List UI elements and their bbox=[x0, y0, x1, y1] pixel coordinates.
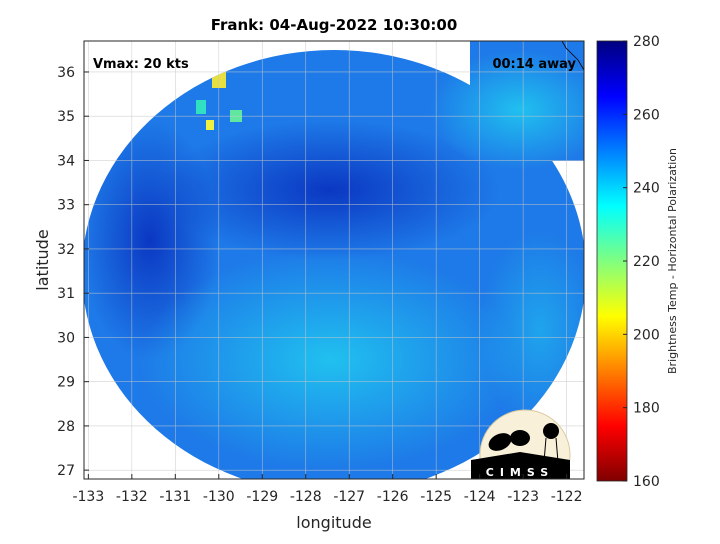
x-axis-label: longitude bbox=[296, 513, 371, 532]
colorbar-tick-label: 240 bbox=[633, 181, 660, 197]
y-tick-label: 30 bbox=[57, 330, 75, 346]
y-tick-label: 27 bbox=[57, 463, 75, 479]
colorbar-label: Brightness Temp - Horizontal Polarizatio… bbox=[666, 148, 679, 374]
x-tick-label: -127 bbox=[333, 489, 365, 505]
y-tick-label: 32 bbox=[57, 242, 75, 258]
y-tick-label: 35 bbox=[57, 109, 75, 125]
colorbar-tick-label: 180 bbox=[633, 401, 660, 417]
time-away-annotation: 00:14 away bbox=[492, 57, 576, 72]
x-tick-label: -130 bbox=[203, 489, 235, 505]
y-axis-label: latitude bbox=[33, 229, 52, 290]
x-tick-label: -122 bbox=[551, 489, 583, 505]
y-tick-label: 36 bbox=[57, 65, 75, 81]
y-tick-label: 34 bbox=[57, 153, 75, 169]
cimss-logo: CIMSS bbox=[471, 409, 571, 479]
x-tick-label: -125 bbox=[420, 489, 452, 505]
y-tick-label: 29 bbox=[57, 375, 75, 391]
vmax-annotation: Vmax: 20 kts bbox=[93, 57, 189, 72]
chart-title: Frank: 04-Aug-2022 10:30:00 bbox=[211, 16, 458, 34]
x-tick-label: -123 bbox=[507, 489, 539, 505]
colorbar-tick-label: 260 bbox=[633, 107, 660, 123]
x-tick-label: -133 bbox=[72, 489, 104, 505]
x-axis: -133 -132 -131 -130 -129 -128 -127 -126 -125 -124… bbox=[72, 474, 582, 505]
x-tick-label: -128 bbox=[290, 489, 322, 505]
colorbar-ticks: 160 180 200 220 240 260 280 bbox=[623, 34, 660, 490]
x-tick-label: -126 bbox=[377, 489, 409, 505]
cimss-logo-text: CIMSS bbox=[486, 466, 554, 479]
x-tick-label: -132 bbox=[116, 489, 148, 505]
coastline bbox=[561, 41, 584, 71]
x-tick-label: -129 bbox=[246, 489, 278, 505]
colorbar-tick-label: 160 bbox=[633, 474, 660, 490]
x-tick-label: -131 bbox=[159, 489, 191, 505]
colorbar-tick-label: 220 bbox=[633, 254, 660, 270]
plot-axes bbox=[83, 40, 585, 480]
grid bbox=[84, 41, 584, 479]
y-axis: 27 28 29 30 31 32 33 34 35 36 bbox=[57, 65, 89, 479]
y-tick-label: 28 bbox=[57, 419, 75, 435]
colorbar-tick-label: 280 bbox=[633, 34, 660, 50]
colorbar bbox=[596, 40, 628, 482]
x-tick-label: -124 bbox=[464, 489, 496, 505]
y-tick-label: 31 bbox=[57, 286, 75, 302]
colorbar-tick-label: 200 bbox=[633, 327, 660, 343]
y-tick-label: 33 bbox=[57, 198, 75, 214]
